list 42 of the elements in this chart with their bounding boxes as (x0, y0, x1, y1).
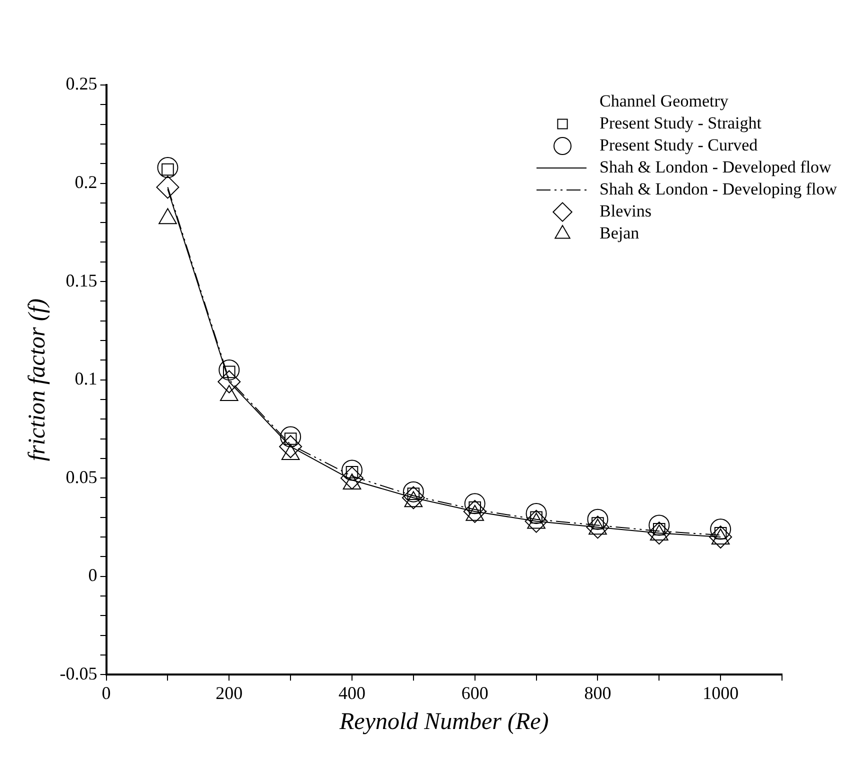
y-tick-label: 0.05 (66, 466, 98, 487)
x-tick-label: 1000 (702, 683, 739, 704)
point (340, 466, 364, 490)
point (524, 510, 548, 533)
point (648, 514, 670, 536)
point (464, 493, 486, 514)
legend-label: Shah & London - Developed flow (600, 157, 832, 176)
x-tick-label: 800 (584, 683, 612, 704)
point (402, 486, 425, 510)
x-tick-label: 400 (338, 683, 366, 704)
point (587, 508, 608, 530)
y-tick-label: 0.1 (74, 368, 98, 389)
legend-title: Channel Geometry (600, 91, 729, 110)
point (463, 500, 486, 523)
point (280, 426, 302, 448)
legend-label: Blevins (600, 201, 652, 220)
legend-label: Present Study - Curved (600, 135, 758, 154)
point (218, 359, 240, 380)
point (709, 526, 732, 549)
legend-label: Present Study - Straight (600, 113, 762, 132)
x-tick-label: 0 (102, 683, 111, 704)
y-tick-label: -0.05 (60, 663, 98, 684)
y-tick-label: 0.2 (74, 172, 98, 192)
point (402, 481, 424, 502)
point (526, 502, 547, 524)
point (710, 518, 732, 540)
legend-label: Bejan (600, 223, 640, 242)
point (342, 460, 363, 481)
point (218, 370, 241, 394)
point (156, 176, 180, 199)
x-axis-title: Reynold Number (Re) (338, 708, 549, 735)
y-tick-label: 0.25 (66, 74, 98, 94)
legend-label: Shah & London - Developing flow (600, 179, 838, 198)
point (279, 435, 302, 458)
x-tick-label: 600 (461, 683, 488, 704)
y-tick-label: 0 (88, 565, 98, 586)
y-tick-label: 0.15 (66, 270, 98, 290)
point (586, 516, 610, 539)
y-axis-title: friction factor (f) (24, 298, 51, 462)
x-tick-label: 200 (216, 683, 243, 704)
point (648, 522, 671, 545)
point (157, 157, 178, 178)
